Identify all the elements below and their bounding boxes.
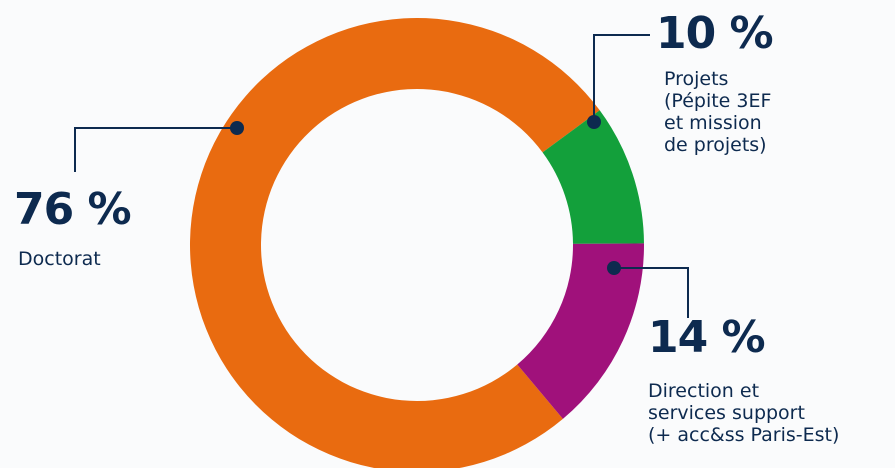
category-label: Projets (Pépite 3EF et mission de projet… xyxy=(664,68,771,156)
value-label: 10 % xyxy=(656,8,773,59)
category-label: Direction et services support (+ acc&ss … xyxy=(648,380,839,446)
leader-dot xyxy=(230,121,244,135)
leader-dot xyxy=(607,261,621,275)
category-label: Doctorat xyxy=(18,248,101,270)
value-label: 14 % xyxy=(648,312,765,363)
leader-dot xyxy=(587,115,601,129)
value-label: 76 % xyxy=(14,184,131,235)
donut-slice xyxy=(190,18,600,468)
chart: 76 % Doctorat 10 % Projets (Pépite 3EF e… xyxy=(0,0,895,468)
leader-line xyxy=(594,35,650,122)
